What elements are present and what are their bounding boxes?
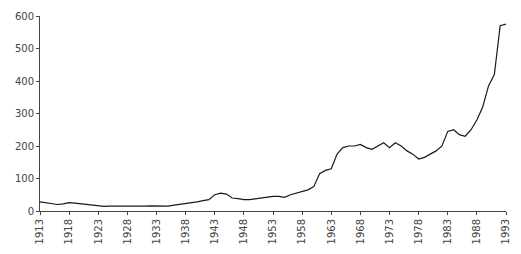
svg-text:1973: 1973 — [384, 219, 395, 244]
svg-text:600: 600 — [15, 11, 34, 22]
svg-text:400: 400 — [15, 76, 34, 87]
svg-text:1928: 1928 — [122, 219, 133, 244]
svg-text:1953: 1953 — [267, 219, 278, 244]
svg-text:1943: 1943 — [209, 219, 220, 244]
svg-text:1948: 1948 — [238, 219, 249, 244]
svg-text:1963: 1963 — [326, 219, 337, 244]
svg-text:300: 300 — [15, 108, 34, 119]
svg-text:1978: 1978 — [413, 219, 424, 244]
svg-text:1923: 1923 — [93, 219, 104, 244]
svg-text:1933: 1933 — [151, 219, 162, 244]
svg-text:1983: 1983 — [442, 219, 453, 244]
svg-text:1993: 1993 — [500, 219, 511, 244]
svg-text:1958: 1958 — [296, 219, 307, 244]
svg-text:200: 200 — [15, 141, 34, 152]
svg-text:1918: 1918 — [63, 219, 74, 244]
svg-text:500: 500 — [15, 43, 34, 54]
svg-text:1913: 1913 — [34, 219, 45, 244]
svg-text:1968: 1968 — [355, 219, 366, 244]
svg-text:1938: 1938 — [180, 219, 191, 244]
svg-text:1988: 1988 — [471, 219, 482, 244]
svg-text:100: 100 — [15, 173, 34, 184]
svg-text:0: 0 — [28, 206, 34, 217]
